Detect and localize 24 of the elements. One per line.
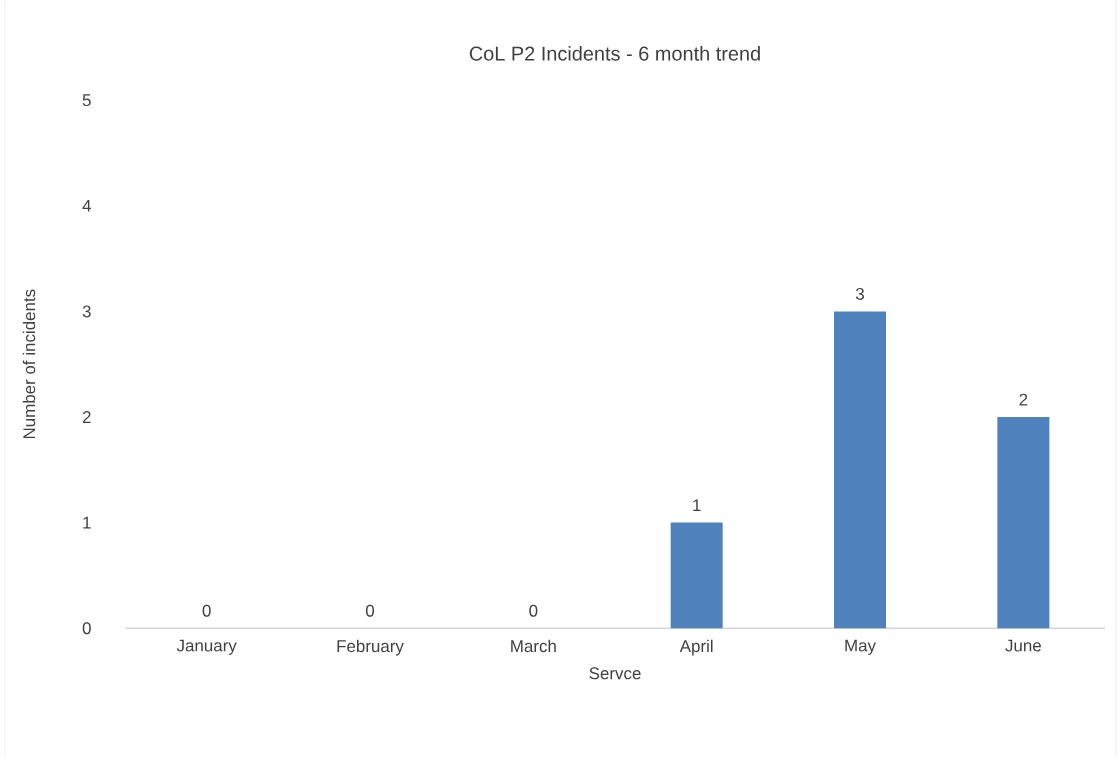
y-tick-label: 3 — [82, 305, 91, 318]
y-tick-label: 4 — [82, 199, 91, 212]
x-tick-label: June — [1005, 639, 1041, 652]
bar — [670, 522, 723, 628]
bar — [997, 416, 1050, 628]
x-tick-label: May — [845, 639, 876, 655]
x-tick-label: April — [679, 639, 713, 656]
y-tick-label: 0 — [82, 622, 91, 634]
x-tick-label: March — [511, 639, 556, 652]
chart-title: CoL P2 Incidents - 6 month trend — [469, 45, 760, 61]
y-tick-label: 1 — [83, 516, 91, 529]
x-tick-label: February — [337, 639, 404, 656]
y-axis-title: Number of incidents — [22, 289, 36, 438]
data-label: 0 — [202, 604, 211, 617]
y-tick-label: 2 — [82, 410, 91, 423]
x-axis-title: Servce — [589, 667, 641, 680]
data-label: 1 — [693, 499, 701, 511]
data-label: 0 — [529, 604, 538, 617]
data-label: 0 — [365, 604, 375, 617]
data-label: 3 — [855, 287, 864, 300]
y-tick-label: 5 — [82, 94, 91, 106]
data-label: 2 — [1019, 393, 1028, 406]
x-tick-label: January — [176, 639, 237, 655]
bar — [834, 311, 887, 628]
